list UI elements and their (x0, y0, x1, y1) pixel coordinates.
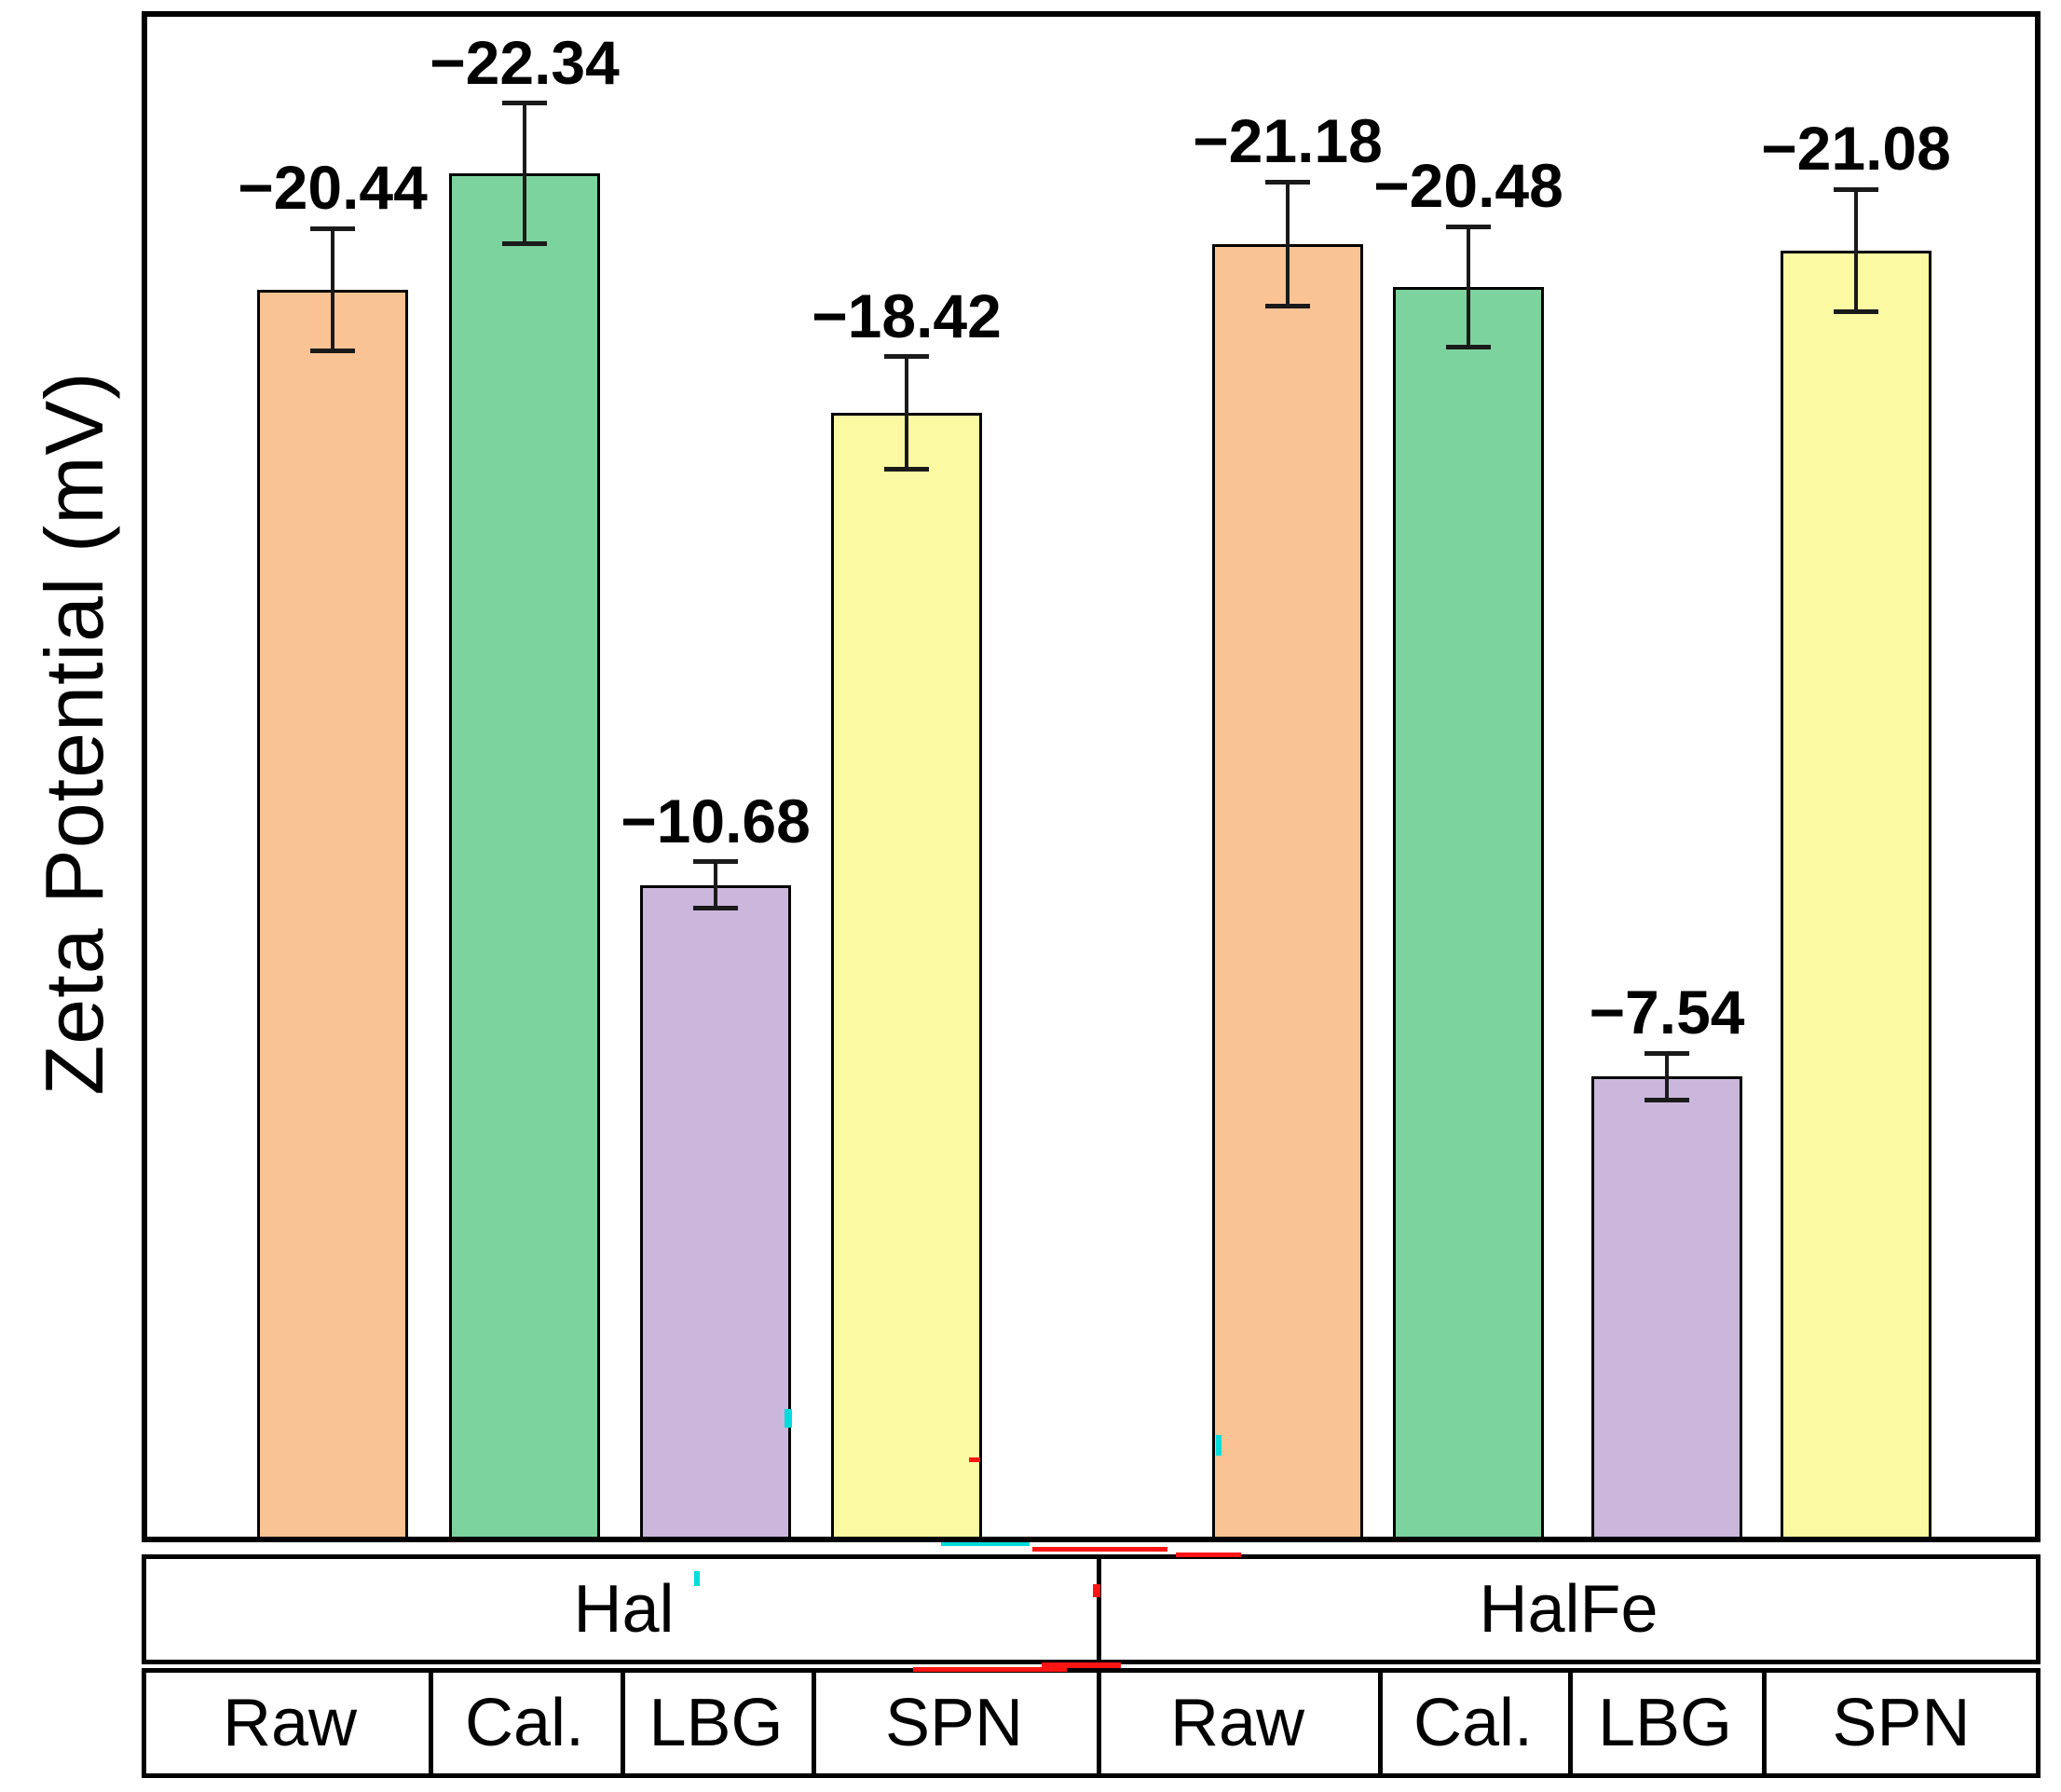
errorbar-line-hal-cal (523, 103, 526, 244)
value-label-halfe-raw: −21.18 (1193, 106, 1383, 176)
errorbar-line-halfe-cal (1467, 226, 1470, 348)
compression-artifact (1042, 1662, 1121, 1668)
category-label-hal-cal: Cal. (464, 1686, 585, 1760)
category-label-hal-spn: SPN (884, 1686, 1024, 1760)
errorbar-cap-top-hal-spn (884, 354, 929, 360)
errorbar-cap-bottom-halfe-lbg (1645, 1097, 1689, 1102)
errorbar-line-hal-spn (905, 356, 908, 470)
category-label-halfe-spn: SPN (1832, 1686, 1971, 1760)
errorbar-cap-top-hal-raw (310, 226, 355, 231)
bar-halfe-lbg (1591, 1076, 1742, 1537)
errorbar-cap-top-hal-lbg (693, 859, 738, 865)
compression-artifact (1216, 1435, 1222, 1456)
errorbar-line-hal-lbg (714, 861, 717, 909)
value-label-halfe-spn: −21.08 (1761, 114, 1951, 184)
value-label-hal-raw: −20.44 (238, 153, 428, 223)
table-divider (1378, 1673, 1383, 1773)
table-divider (1762, 1673, 1767, 1773)
table-divider (812, 1673, 816, 1773)
bar-halfe-raw (1212, 244, 1363, 1537)
bar-hal-spn (831, 412, 982, 1537)
value-label-hal-spn: −18.42 (812, 280, 1002, 350)
value-label-halfe-cal: −20.48 (1373, 151, 1563, 221)
category-label-halfe-lbg: LBG (1597, 1686, 1733, 1760)
errorbar-cap-top-halfe-cal (1446, 224, 1491, 229)
compression-artifact (694, 1571, 700, 1586)
category-label-hal-raw: Raw (222, 1686, 358, 1760)
table-divider (1097, 1559, 1101, 1660)
category-label-hal-lbg: LBG (648, 1686, 784, 1760)
category-label-halfe-cal: Cal. (1413, 1686, 1534, 1760)
group-header-row: Hal HalFe (142, 1554, 2041, 1664)
errorbar-cap-bottom-halfe-raw (1265, 304, 1310, 309)
table-divider (429, 1673, 433, 1773)
category-row: Raw Cal. LBG SPN Raw Cal. LBG SPN (142, 1668, 2041, 1778)
compression-artifact (785, 1409, 792, 1428)
errorbar-line-hal-raw (331, 228, 334, 351)
bar-hal-raw (257, 289, 408, 1537)
bar-hal-cal (449, 173, 600, 1537)
y-axis-label: Zeta Potential (mV) (28, 371, 120, 1096)
errorbar-cap-top-halfe-raw (1265, 179, 1310, 185)
errorbar-cap-bottom-hal-spn (884, 466, 929, 472)
table-divider (621, 1673, 625, 1773)
errorbar-line-halfe-lbg (1665, 1053, 1669, 1101)
compression-artifact (969, 1457, 980, 1462)
errorbar-cap-top-halfe-lbg (1645, 1050, 1689, 1056)
compression-artifact (1093, 1584, 1100, 1597)
errorbar-cap-bottom-hal-raw (310, 348, 355, 353)
value-label-hal-lbg: −10.68 (621, 786, 811, 855)
errorbar-cap-bottom-halfe-cal (1446, 345, 1491, 350)
table-divider (1568, 1673, 1573, 1773)
errorbar-cap-top-hal-cal (502, 101, 547, 106)
plot-area (142, 11, 2041, 1542)
table-divider (1097, 1673, 1101, 1773)
errorbar-cap-bottom-halfe-spn (1834, 308, 1878, 314)
compression-artifact (941, 1542, 1030, 1546)
errorbar-cap-bottom-hal-cal (502, 240, 547, 246)
errorbar-cap-top-halfe-spn (1834, 186, 1878, 192)
compression-artifact (1176, 1553, 1241, 1557)
bar-halfe-cal (1393, 286, 1544, 1537)
value-label-halfe-lbg: −7.54 (1589, 978, 1745, 1047)
bar-halfe-spn (1781, 250, 1931, 1537)
bar-hal-lbg (640, 884, 791, 1537)
compression-artifact (1032, 1547, 1167, 1552)
errorbar-line-halfe-spn (1854, 189, 1858, 312)
group-label-halfe: HalFe (1479, 1572, 1658, 1647)
compression-artifact (913, 1667, 1067, 1672)
errorbar-cap-bottom-hal-lbg (693, 906, 738, 911)
value-label-hal-cal: −22.34 (430, 27, 620, 97)
category-label-halfe-raw: Raw (1169, 1686, 1305, 1760)
group-label-hal: Hal (573, 1572, 675, 1647)
errorbar-line-halfe-raw (1286, 182, 1290, 307)
